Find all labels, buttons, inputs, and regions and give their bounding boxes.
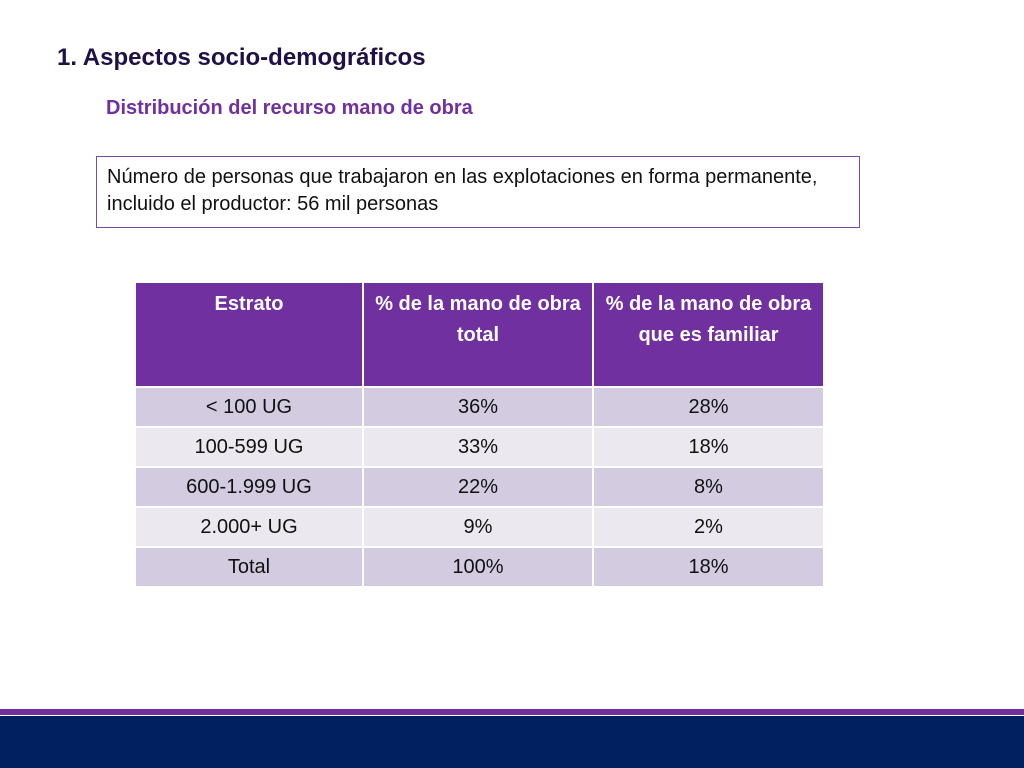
cell-estrato: 2.000+ UG (134, 506, 364, 548)
cell-estrato: Total (134, 546, 364, 588)
slide-subtitle: Distribución del recurso mano de obra (106, 97, 473, 119)
table-row: < 100 UG 36% 28% (134, 386, 825, 428)
cell-family-labor: 18% (592, 426, 825, 468)
footer-accent-line (0, 709, 1024, 715)
info-text: Número de personas que trabajaron en las… (107, 166, 818, 215)
info-box: Número de personas que trabajaron en las… (96, 156, 860, 228)
header-estrato: Estrato (134, 281, 364, 388)
cell-family-labor: 18% (592, 546, 825, 588)
table-row: 600-1.999 UG 22% 8% (134, 466, 825, 508)
table-row: 100-599 UG 33% 18% (134, 426, 825, 468)
cell-family-labor: 28% (592, 386, 825, 428)
table-row-total: Total 100% 18% (134, 546, 825, 588)
table-row: 2.000+ UG 9% 2% (134, 506, 825, 548)
cell-total-labor: 33% (362, 426, 594, 468)
labor-distribution-table: Estrato % de la mano de obra total % de … (134, 281, 825, 588)
table-header-row: Estrato % de la mano de obra total % de … (134, 281, 825, 388)
cell-estrato: 100-599 UG (134, 426, 364, 468)
cell-family-labor: 2% (592, 506, 825, 548)
cell-estrato: < 100 UG (134, 386, 364, 428)
slide-title: 1. Aspectos socio-demográficos (57, 44, 426, 71)
footer-band (0, 716, 1024, 768)
cell-estrato: 600-1.999 UG (134, 466, 364, 508)
cell-total-labor: 22% (362, 466, 594, 508)
cell-total-labor: 9% (362, 506, 594, 548)
cell-family-labor: 8% (592, 466, 825, 508)
header-total-labor: % de la mano de obra total (362, 281, 594, 388)
cell-total-labor: 36% (362, 386, 594, 428)
cell-total-labor: 100% (362, 546, 594, 588)
header-family-labor: % de la mano de obra que es familiar (592, 281, 825, 388)
